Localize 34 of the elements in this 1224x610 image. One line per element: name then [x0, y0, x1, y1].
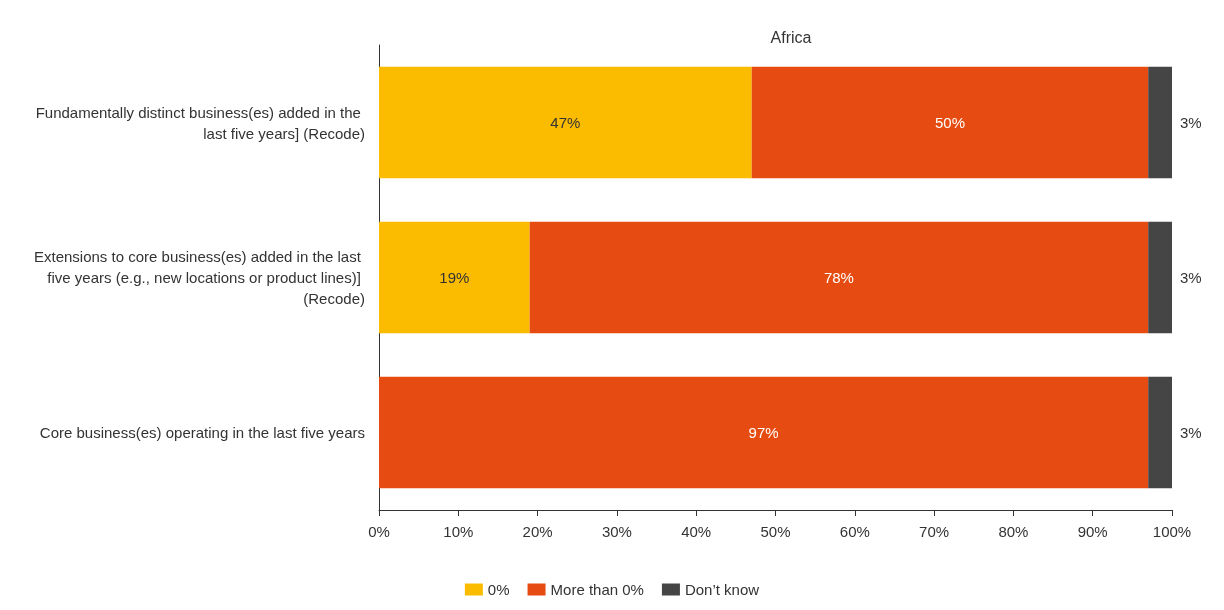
y-tick-label: Extensions to core business(es) added in the last five years (e.g., new locations or product lines)] (Recode)	[33, 248, 365, 307]
data-label: 78%	[823, 269, 854, 286]
x-tick-label: 10%	[443, 523, 474, 540]
data-label: 50%	[934, 114, 965, 131]
x-tick-label: 50%	[760, 523, 791, 540]
x-tick-label: 100%	[1152, 523, 1192, 540]
bar	[379, 376, 1149, 489]
x-tick-label: 0%	[368, 523, 390, 540]
data-label: 97%	[748, 424, 779, 441]
data-label: 3%	[1180, 424, 1202, 441]
bar	[751, 66, 1149, 179]
legend-label: Don’t know	[684, 581, 760, 598]
y-tick-label: Fundamentally distinct business(es) added in the last five years] (Recode)	[35, 103, 365, 142]
chart-title: Africa	[770, 28, 812, 46]
x-tick-label: 40%	[681, 523, 712, 540]
x-tick-label: 30%	[601, 523, 632, 540]
bar	[379, 66, 752, 179]
x-tick-label: 90%	[1077, 523, 1108, 540]
legend-label: 0%	[487, 581, 510, 598]
legend-label: More than 0%	[550, 581, 644, 598]
y-tick-label: Core business(es) operating in the last five years	[39, 424, 365, 441]
x-tick-label: 20%	[522, 523, 553, 540]
data-label: 3%	[1180, 269, 1202, 286]
bar	[529, 221, 1149, 334]
data-label: 47%	[550, 114, 581, 131]
bar	[1148, 66, 1172, 179]
data-label: 3%	[1180, 114, 1202, 131]
data-label: 19%	[439, 269, 470, 286]
bar	[1148, 376, 1172, 489]
bar	[379, 221, 530, 334]
x-tick-label: 60%	[839, 523, 870, 540]
x-tick-label: 70%	[919, 523, 950, 540]
x-tick-label: 80%	[998, 523, 1029, 540]
bar	[1148, 221, 1172, 334]
